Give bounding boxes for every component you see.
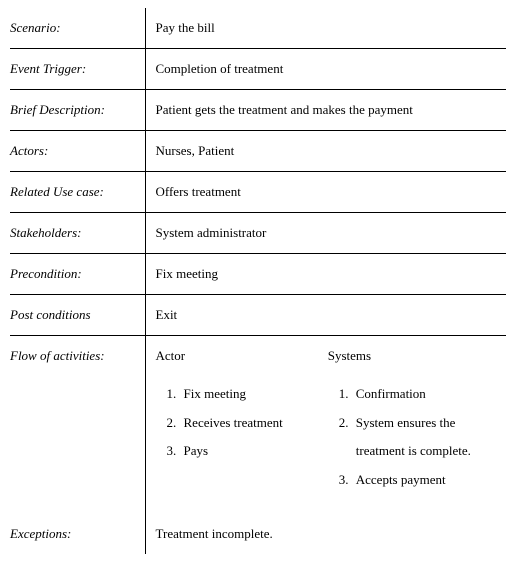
label-stakeholders: Stakeholders: xyxy=(10,213,145,254)
row-event-trigger: Event Trigger: Completion of treatment xyxy=(10,49,506,90)
label-brief-description: Brief Description: xyxy=(10,90,145,131)
label-post-conditions: Post conditions xyxy=(10,295,145,336)
row-stakeholders: Stakeholders: System administrator xyxy=(10,213,506,254)
flow-actor-item: Fix meeting xyxy=(180,380,328,409)
flow-actor-item: Receives treatment xyxy=(180,409,328,438)
flow-header-systems: Systems xyxy=(328,348,500,364)
flow-col-actor: Actor Fix meeting Receives treatment Pay… xyxy=(156,348,328,494)
flow-systems-item: System ensures the treatment is complete… xyxy=(352,409,500,466)
label-scenario: Scenario: xyxy=(10,8,145,49)
value-flow-of-activities: Actor Fix meeting Receives treatment Pay… xyxy=(145,336,506,515)
value-related-use-case: Offers treatment xyxy=(145,172,506,213)
row-related-use-case: Related Use case: Offers treatment xyxy=(10,172,506,213)
flow-systems-item: Confirmation xyxy=(352,380,500,409)
label-exceptions: Exceptions: xyxy=(10,514,145,554)
row-flow-of-activities: Flow of activities: Actor Fix meeting Re… xyxy=(10,336,506,515)
value-stakeholders: System administrator xyxy=(145,213,506,254)
flow-actor-item: Pays xyxy=(180,437,328,466)
flow-header-actor: Actor xyxy=(156,348,328,364)
value-post-conditions: Exit xyxy=(145,295,506,336)
row-post-conditions: Post conditions Exit xyxy=(10,295,506,336)
label-event-trigger: Event Trigger: xyxy=(10,49,145,90)
row-exceptions: Exceptions: Treatment incomplete. xyxy=(10,514,506,554)
label-actors: Actors: xyxy=(10,131,145,172)
value-scenario: Pay the bill xyxy=(145,8,506,49)
value-actors: Nurses, Patient xyxy=(145,131,506,172)
row-precondition: Precondition: Fix meeting xyxy=(10,254,506,295)
flow-systems-item: Accepts payment xyxy=(352,466,500,495)
label-precondition: Precondition: xyxy=(10,254,145,295)
label-related-use-case: Related Use case: xyxy=(10,172,145,213)
flow-list-actor: Fix meeting Receives treatment Pays xyxy=(156,380,328,466)
flow-list-systems: Confirmation System ensures the treatmen… xyxy=(328,380,500,494)
flow-columns: Actor Fix meeting Receives treatment Pay… xyxy=(156,348,501,494)
row-actors: Actors: Nurses, Patient xyxy=(10,131,506,172)
value-event-trigger: Completion of treatment xyxy=(145,49,506,90)
flow-col-systems: Systems Confirmation System ensures the … xyxy=(328,348,500,494)
value-exceptions: Treatment incomplete. xyxy=(145,514,506,554)
row-brief-description: Brief Description: Patient gets the trea… xyxy=(10,90,506,131)
value-precondition: Fix meeting xyxy=(145,254,506,295)
use-case-table: Scenario: Pay the bill Event Trigger: Co… xyxy=(10,8,506,554)
row-scenario: Scenario: Pay the bill xyxy=(10,8,506,49)
label-flow-of-activities: Flow of activities: xyxy=(10,336,145,515)
value-brief-description: Patient gets the treatment and makes the… xyxy=(145,90,506,131)
